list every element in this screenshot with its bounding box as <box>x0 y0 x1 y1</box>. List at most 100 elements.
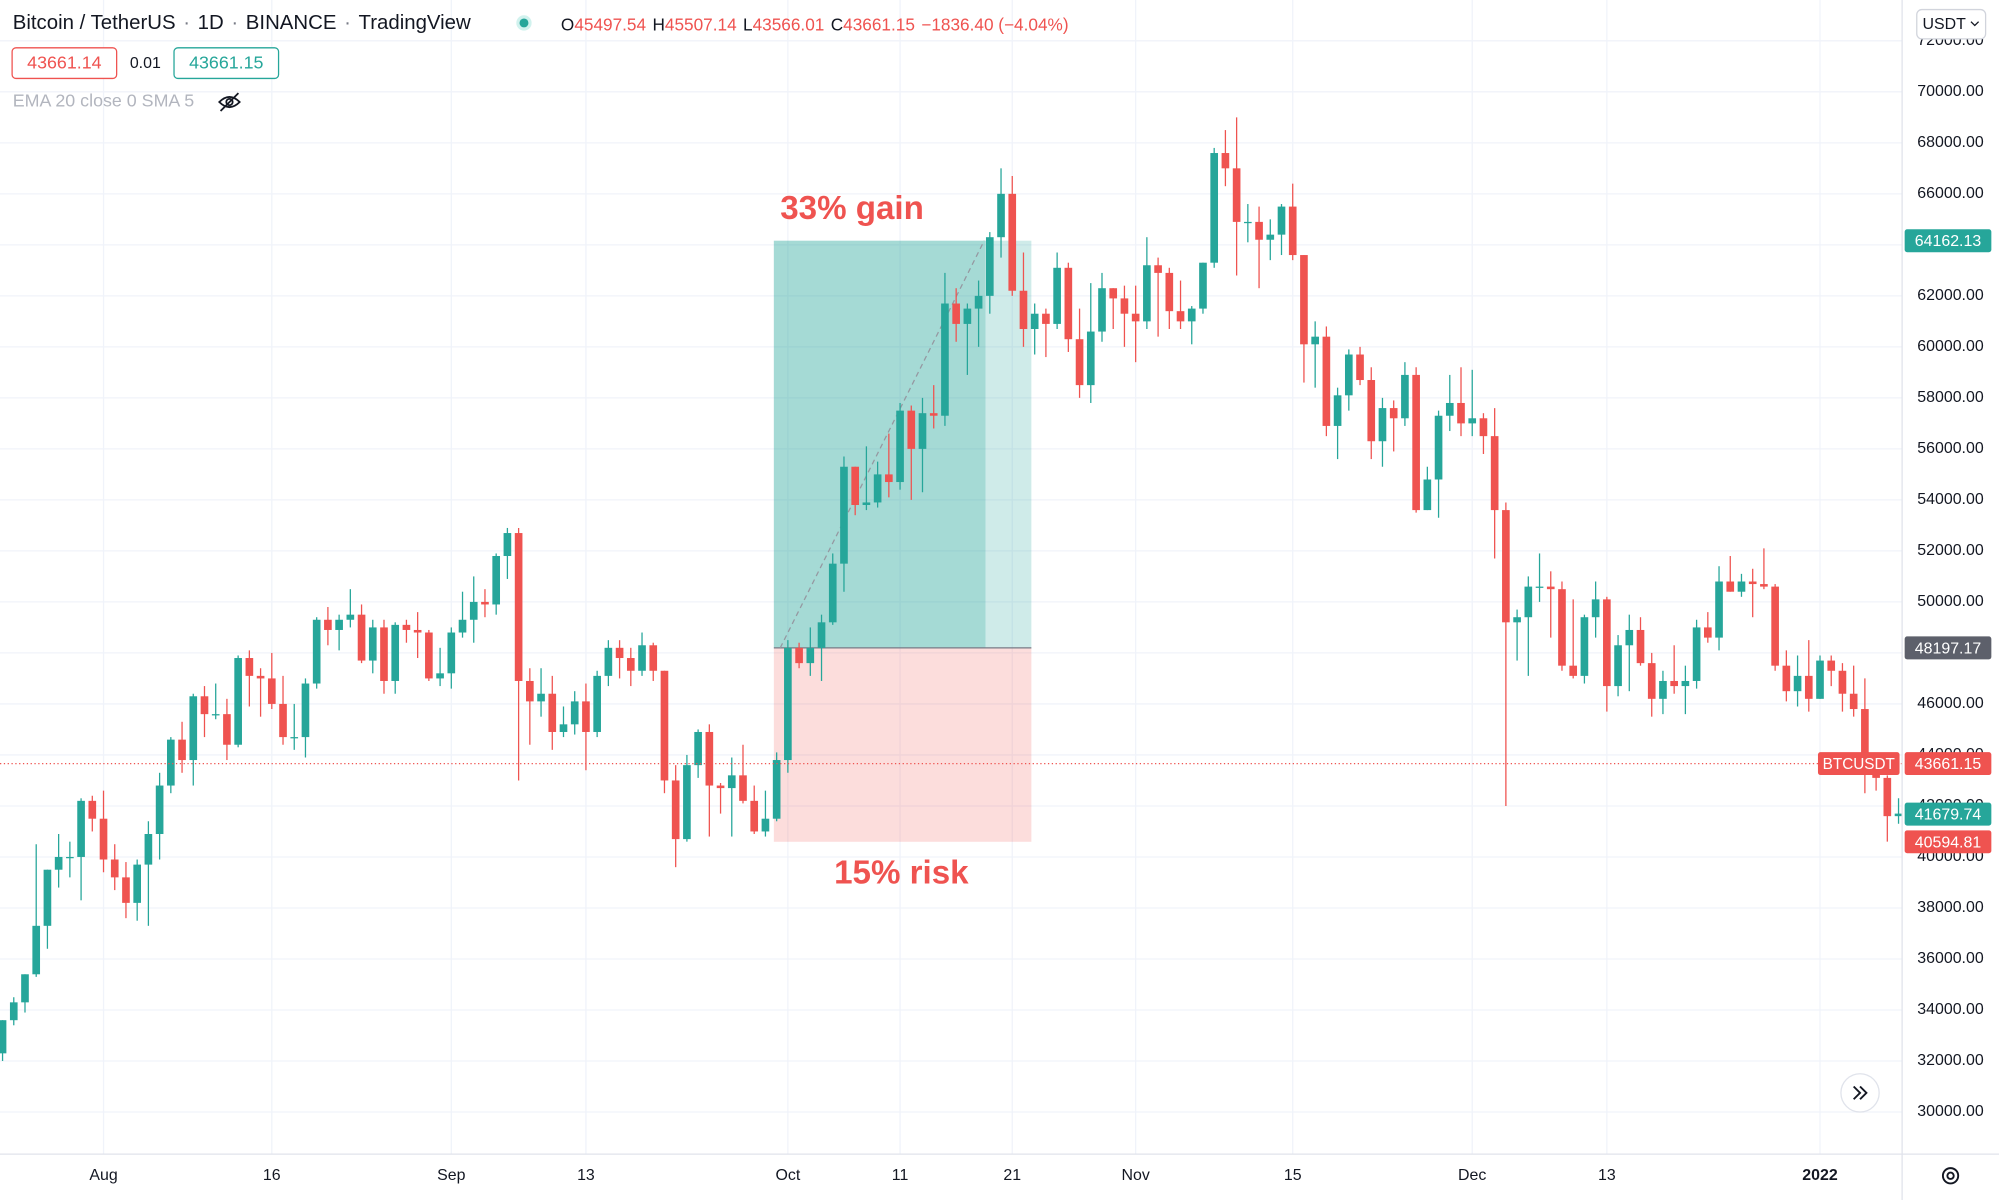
candle-body <box>503 533 512 557</box>
candle-body <box>77 800 85 857</box>
candle-body <box>167 739 175 786</box>
candle-body <box>638 645 646 671</box>
candle-body <box>963 308 972 324</box>
candle-body <box>514 533 523 681</box>
candle-body <box>54 856 63 870</box>
candle-body <box>1591 599 1600 618</box>
candle-body <box>436 673 444 679</box>
y-tick-label: 46000.00 <box>1917 695 1984 712</box>
settings-icon[interactable] <box>1941 1167 1960 1185</box>
candle-body <box>1311 336 1319 345</box>
candle-body <box>279 703 287 738</box>
candle-body <box>985 237 994 296</box>
candle-body <box>806 647 815 664</box>
candle-body <box>828 563 837 623</box>
candle-body <box>1490 436 1499 511</box>
header: Bitcoin / TetherUS · 1D · BINANCE · TradingVie… <box>11 8 1987 1185</box>
candle-body <box>1244 221 1252 224</box>
candle-body <box>1165 272 1174 312</box>
currency-caret <box>1970 21 1980 27</box>
exchange: BINANCE <box>246 13 337 35</box>
candle-body <box>1176 311 1185 322</box>
y-tick-label: 32000.00 <box>1917 1052 1984 1069</box>
candle-body <box>1232 168 1241 222</box>
candle-body <box>88 800 97 819</box>
candle-body <box>1109 288 1118 299</box>
candle-body <box>155 785 164 835</box>
x-tick-label: Sep <box>437 1167 465 1184</box>
candle-body <box>1423 479 1432 511</box>
symbol: Bitcoin / TetherUS <box>13 13 176 35</box>
axes: 30000.00 32000.00 34000.00 36000.00 38000.00… <box>89 32 1992 1184</box>
candle-body <box>391 624 400 681</box>
candle-body <box>1255 221 1263 240</box>
candle-body <box>66 856 74 859</box>
candle-body <box>817 622 826 648</box>
buy-button[interactable] <box>173 47 280 80</box>
x-tick-label: 13 <box>1598 1167 1616 1184</box>
x-tick-label: Aug <box>89 1167 117 1184</box>
candle-body <box>178 739 186 761</box>
candle-body <box>593 675 601 732</box>
candle-body <box>1008 193 1017 291</box>
candle-body <box>301 683 310 738</box>
candle-body <box>402 624 411 630</box>
candle-body <box>1838 670 1847 694</box>
candle-body <box>772 760 781 819</box>
change: −1836.40 (−4.04%) <box>921 14 1068 34</box>
candle-body <box>1322 336 1331 426</box>
candle-body <box>1580 617 1589 676</box>
candle-body <box>1816 660 1824 699</box>
x-tick-label: Dec <box>1458 1167 1486 1184</box>
candle-body <box>1445 402 1454 416</box>
candle-body <box>1670 680 1678 687</box>
low: 43566.01 <box>753 14 825 34</box>
candle-body <box>1502 510 1510 623</box>
candle-body <box>481 601 489 605</box>
candle-body <box>32 925 41 975</box>
candle-body <box>929 413 938 416</box>
sell-price: 43661.14 <box>27 52 101 72</box>
candle-body <box>952 303 960 324</box>
close: 43661.15 <box>843 14 915 34</box>
candle-body <box>1277 206 1286 235</box>
hide-indicators-icon[interactable] <box>218 92 241 112</box>
target-price-tag: 64162.13 <box>1915 233 1982 250</box>
currency-button[interactable] <box>1916 8 1987 40</box>
candle-body <box>1603 599 1611 687</box>
candle-body <box>21 974 29 1003</box>
x-tick-label: 13 <box>577 1167 595 1184</box>
close-price-tag: 43661.15 <box>1915 756 1982 773</box>
overlays: 33% gain 15% risk <box>0 190 1903 892</box>
candle-body <box>1434 415 1443 480</box>
x-tick-label: 11 <box>892 1167 909 1184</box>
candle-body <box>223 714 231 745</box>
candle-body <box>324 619 332 630</box>
candle-body <box>885 474 893 483</box>
sell-button[interactable] <box>11 47 118 80</box>
candle-body <box>189 696 198 761</box>
candle-body <box>1625 629 1634 646</box>
candle-body <box>974 295 983 309</box>
candle-body <box>537 693 545 702</box>
high: 45507.14 <box>665 14 737 34</box>
candle-body <box>211 714 220 716</box>
y-tick-label: 38000.00 <box>1917 899 1984 916</box>
y-tick-label: 50000.00 <box>1917 593 1984 610</box>
entry-price-tag: 48197.17 <box>1915 640 1982 657</box>
l-label: L <box>743 14 753 34</box>
candle-body <box>1793 675 1802 692</box>
candle-body <box>1300 255 1308 345</box>
candle-body <box>694 731 702 766</box>
y-tick-label: 52000.00 <box>1917 542 1984 559</box>
risk-label: 15% risk <box>834 855 969 892</box>
candle-body <box>548 693 557 732</box>
candle-body <box>1288 206 1297 256</box>
candle-body <box>750 800 759 832</box>
candle-body <box>43 869 52 926</box>
candle-body <box>413 629 422 633</box>
candle-body <box>559 724 568 732</box>
candle-body <box>492 556 501 605</box>
candle-body <box>1569 665 1578 676</box>
